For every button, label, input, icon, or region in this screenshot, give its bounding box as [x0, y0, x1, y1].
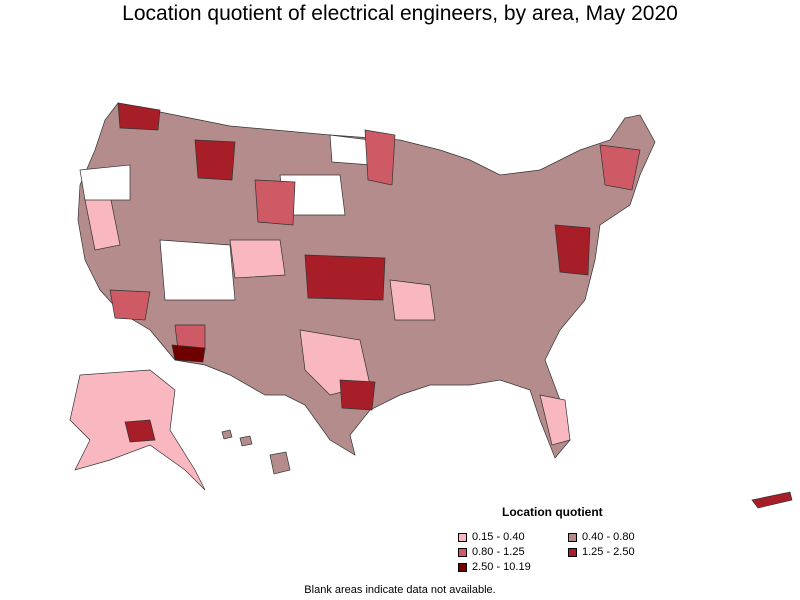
region-pink-4	[539, 394, 571, 446]
region-darkred-tx	[339, 379, 376, 411]
legend-swatch	[458, 562, 467, 572]
legend-swatch	[458, 532, 467, 542]
legend-swatch	[568, 532, 577, 542]
region-red-3	[109, 289, 151, 321]
region-alaska-red	[124, 419, 156, 443]
region-blank-3	[79, 164, 131, 201]
legend-label: 0.15 - 0.40	[472, 531, 525, 543]
legend-label: 1.25 - 2.50	[582, 546, 635, 558]
map-title: Location quotient of electrical engineer…	[122, 2, 678, 25]
legend-item-4: 2.50 - 10.19	[458, 561, 531, 573]
legend-swatch	[458, 547, 467, 557]
legend-item-1: 0.40 - 0.80	[568, 531, 635, 543]
region-red-5	[599, 144, 641, 191]
legend-label: 0.40 - 0.80	[582, 531, 635, 543]
region-darkred-idaho	[194, 139, 236, 181]
region-red-1	[254, 179, 296, 226]
legend-label: 2.50 - 10.19	[472, 561, 531, 573]
legend-item-0: 0.15 - 0.40	[458, 531, 525, 543]
region-darkred-mid	[554, 224, 591, 276]
region-puerto-rico	[751, 491, 793, 509]
legend-item-2: 0.80 - 1.25	[458, 546, 525, 558]
footnote: Blank areas indicate data not available.	[304, 584, 496, 596]
region-hawaii-2	[239, 435, 253, 447]
legend-label: 0.80 - 1.25	[472, 546, 525, 558]
region-blank-1	[159, 239, 236, 301]
region-hawaii-1	[221, 429, 233, 440]
legend-item-3: 1.25 - 2.50	[568, 546, 635, 558]
region-hawaii-3	[269, 451, 291, 475]
region-pink-3	[389, 279, 436, 321]
legend-swatch	[568, 547, 577, 557]
legend-title: Location quotient	[502, 505, 603, 519]
region-darkred-wa	[117, 102, 161, 131]
region-red-2	[364, 129, 396, 186]
region-darkred-kansas	[304, 254, 386, 301]
region-pink-1	[229, 239, 286, 279]
region-darkest-az	[171, 344, 206, 363]
